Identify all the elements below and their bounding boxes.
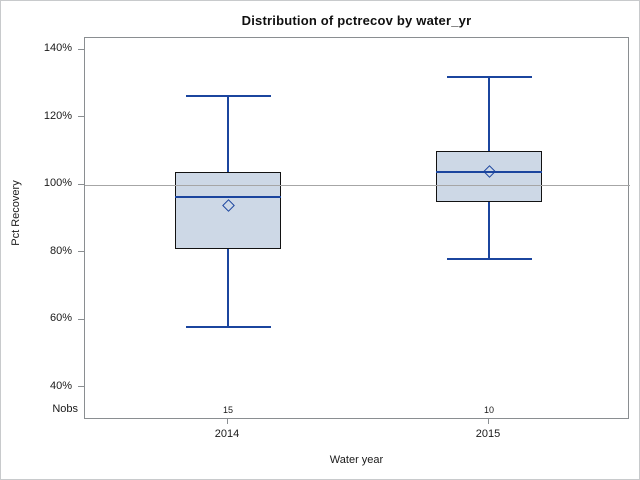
lower-whisker-cap bbox=[446, 258, 532, 261]
x-tick-mark bbox=[226, 419, 228, 424]
y-tick-label: 60% bbox=[49, 312, 72, 324]
upper-whisker-line bbox=[227, 95, 229, 172]
y-tick-mark bbox=[78, 183, 84, 185]
y-tick-mark bbox=[78, 116, 84, 117]
x-tick-mark bbox=[487, 419, 489, 424]
lower-whisker-line bbox=[488, 201, 490, 260]
y-tick-label: 40% bbox=[49, 379, 72, 392]
upper-whisker-line bbox=[488, 77, 490, 152]
box bbox=[175, 171, 281, 250]
lower-whisker-cap bbox=[185, 325, 271, 328]
nobs-value: 10 bbox=[483, 405, 494, 415]
y-tick-label: 140% bbox=[43, 42, 72, 54]
y-tick-mark bbox=[78, 48, 84, 50]
plot-area: 15 10 bbox=[84, 37, 630, 419]
median-line bbox=[436, 170, 542, 173]
box bbox=[436, 151, 542, 202]
reference-line-100pct bbox=[85, 184, 630, 186]
x-axis-title: Water year bbox=[329, 454, 384, 466]
chart-title: Distribution of pctrecov by water_yr bbox=[241, 13, 472, 28]
y-tick-mark bbox=[78, 251, 84, 252]
y-tick-label: 100% bbox=[43, 177, 72, 189]
y-tick-mark bbox=[78, 318, 84, 320]
median-line bbox=[175, 195, 281, 198]
y-tick-label: 80% bbox=[49, 244, 72, 257]
nobs-value: 15 bbox=[222, 405, 233, 415]
upper-whisker-cap bbox=[446, 76, 532, 78]
x-tick-label: 2015 bbox=[475, 428, 501, 440]
nobs-row-label: Nobs bbox=[52, 403, 78, 415]
x-tick-label: 2014 bbox=[214, 428, 240, 440]
upper-whisker-cap bbox=[185, 94, 271, 97]
y-tick-mark bbox=[78, 386, 84, 387]
y-tick-label: 120% bbox=[43, 109, 72, 122]
lower-whisker-line bbox=[227, 249, 229, 327]
